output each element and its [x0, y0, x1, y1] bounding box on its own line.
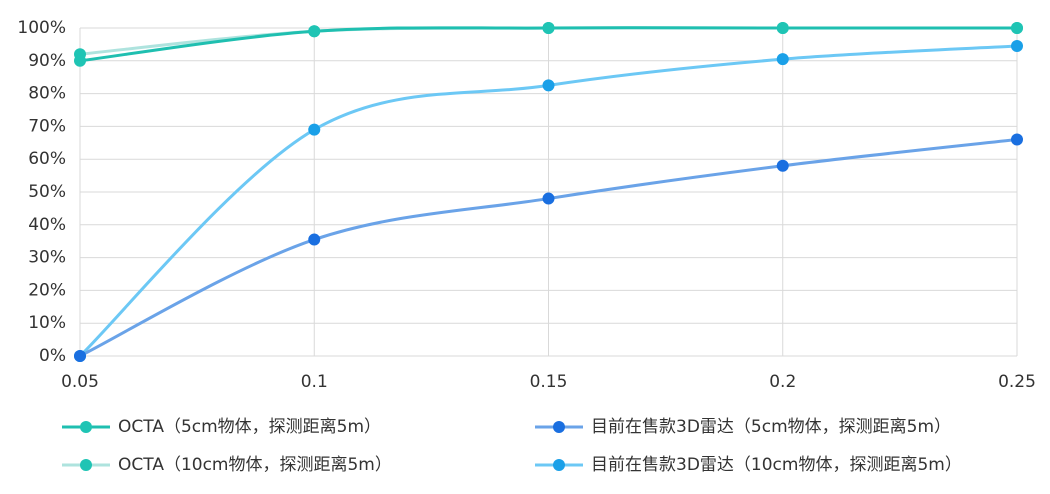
data-point [1011, 22, 1023, 34]
y-tick-label: 40% [28, 215, 66, 235]
y-tick-label: 10% [28, 313, 66, 333]
y-tick-label: 60% [28, 149, 66, 169]
legend-swatch-marker [553, 421, 565, 433]
data-point [1011, 40, 1023, 53]
data-point [308, 25, 321, 38]
legend-swatch-marker [80, 459, 92, 471]
y-tick-label: 20% [28, 280, 66, 300]
legend-swatch-marker [553, 459, 565, 471]
y-tick-label: 0% [39, 346, 66, 366]
legend-swatch-marker [80, 421, 92, 433]
legend-item: OCTA（5cm物体，探测距离5m） [62, 417, 381, 437]
legend-label: OCTA（10cm物体，探测距离5m） [118, 455, 392, 475]
y-tick-label: 70% [28, 116, 66, 136]
x-tick-label: 0.05 [61, 372, 99, 392]
series-line [78, 44, 1018, 358]
data-point [776, 53, 789, 66]
data-point [74, 350, 86, 362]
legend-label: 目前在售款3D雷达（10cm物体，探测距离5m） [591, 455, 962, 475]
data-point [542, 192, 555, 205]
data-point [308, 123, 321, 136]
legend-label: OCTA（5cm物体，探测距离5m） [118, 417, 381, 437]
legend-item: 目前在售款3D雷达（10cm物体，探测距离5m） [535, 455, 962, 475]
x-tick-label: 0.2 [769, 372, 796, 392]
x-tick-label: 0.25 [998, 372, 1036, 392]
y-tick-label: 90% [28, 51, 66, 71]
y-tick-label: 80% [28, 84, 66, 104]
legend-label: 目前在售款3D雷达（5cm物体，探测距离5m） [591, 417, 951, 437]
x-tick-label: 0.1 [301, 372, 328, 392]
legend-item: 目前在售款3D雷达（5cm物体，探测距离5m） [535, 417, 951, 437]
y-tick-label: 30% [28, 248, 66, 268]
y-tick-label: 100% [17, 18, 66, 38]
data-point [776, 159, 789, 172]
data-point [1011, 133, 1023, 146]
x-tick-label: 0.15 [530, 372, 568, 392]
legend-item: OCTA（10cm物体，探测距离5m） [62, 455, 392, 475]
data-point [74, 54, 86, 67]
data-point [542, 22, 555, 34]
data-point [308, 233, 321, 246]
data-point [542, 79, 555, 92]
y-tick-label: 50% [28, 182, 66, 202]
data-point [776, 22, 789, 34]
